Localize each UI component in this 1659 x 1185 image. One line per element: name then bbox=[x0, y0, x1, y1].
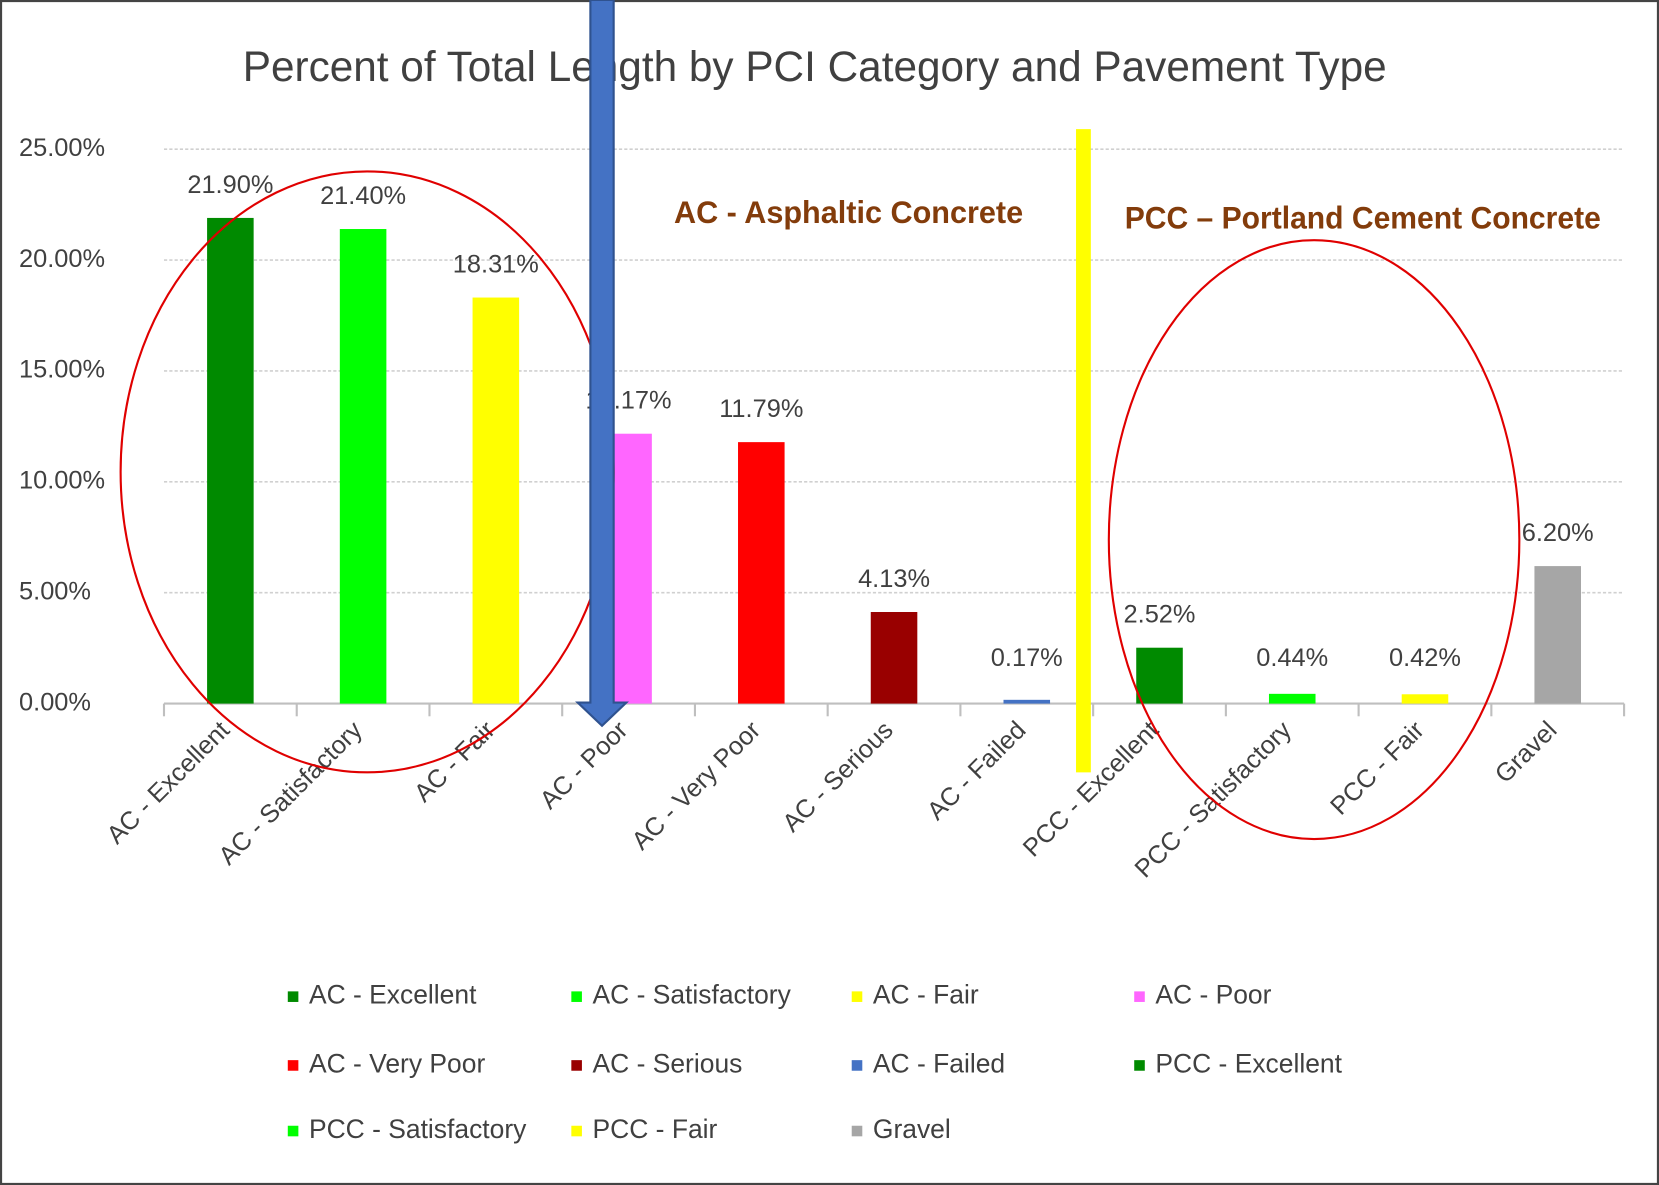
y-tick-label: 25.00% bbox=[19, 134, 105, 162]
y-tick-label: 0.00% bbox=[19, 688, 91, 716]
chart-title: Percent of Total Length by PCI Category … bbox=[243, 43, 1387, 90]
bar bbox=[472, 297, 520, 704]
value-label: 0.42% bbox=[1389, 644, 1461, 672]
bar bbox=[339, 229, 387, 704]
bar bbox=[1401, 694, 1449, 704]
legend-swatch bbox=[287, 991, 299, 1002]
bar bbox=[1268, 693, 1316, 704]
legend-label: PCC - Fair bbox=[593, 1114, 718, 1144]
annotation: PCC – Portland Cement Concrete bbox=[1125, 199, 1601, 235]
legend-label: AC - Poor bbox=[1155, 980, 1271, 1010]
legend-label: AC - Fair bbox=[873, 980, 979, 1010]
highlight-ellipse bbox=[1107, 239, 1521, 841]
bar bbox=[738, 442, 785, 704]
value-label: 18.31% bbox=[453, 251, 539, 279]
value-label: 4.13% bbox=[858, 565, 930, 593]
legend-swatch bbox=[571, 1125, 582, 1137]
value-label: 11.79% bbox=[719, 395, 803, 423]
bar bbox=[870, 612, 918, 704]
legend-swatch bbox=[1134, 991, 1145, 1002]
bar bbox=[207, 217, 254, 704]
y-tick-label: 20.00% bbox=[19, 245, 105, 273]
legend-swatch bbox=[851, 991, 863, 1002]
legend-label: AC - Excellent bbox=[309, 980, 477, 1010]
value-label: 0.44% bbox=[1256, 644, 1328, 672]
legend-swatch bbox=[571, 1060, 582, 1071]
value-label: 21.90% bbox=[187, 171, 273, 199]
legend-label: PCC - Excellent bbox=[1155, 1048, 1342, 1078]
bar bbox=[1136, 647, 1183, 704]
legend-swatch bbox=[851, 1060, 863, 1071]
bar bbox=[1003, 699, 1051, 704]
legend-label: AC - Serious bbox=[593, 1048, 743, 1078]
legend-label: AC - Failed bbox=[873, 1048, 1005, 1078]
legend-swatch bbox=[287, 1060, 299, 1071]
value-label: 6.20% bbox=[1522, 519, 1594, 547]
legend-label: AC - Satisfactory bbox=[593, 980, 792, 1010]
legend-label: AC - Very Poor bbox=[309, 1048, 486, 1078]
y-tick-label: 10.00% bbox=[19, 467, 105, 495]
bar bbox=[1534, 566, 1581, 704]
y-tick-label: 5.00% bbox=[19, 577, 91, 605]
legend-swatch bbox=[287, 1125, 299, 1137]
y-tick-label: 15.00% bbox=[19, 356, 105, 384]
legend-swatch bbox=[851, 1125, 863, 1137]
value-label: 2.52% bbox=[1124, 601, 1196, 629]
legend-swatch bbox=[571, 991, 582, 1002]
legend-label: PCC - Satisfactory bbox=[309, 1114, 527, 1144]
value-label: 21.40% bbox=[320, 182, 406, 210]
legend-swatch bbox=[1134, 1060, 1145, 1071]
arrow bbox=[575, 0, 629, 728]
legend-label: Gravel bbox=[873, 1114, 951, 1144]
annotation: AC - Asphaltic Concrete bbox=[674, 194, 1023, 230]
value-label: 0.17% bbox=[991, 644, 1063, 672]
